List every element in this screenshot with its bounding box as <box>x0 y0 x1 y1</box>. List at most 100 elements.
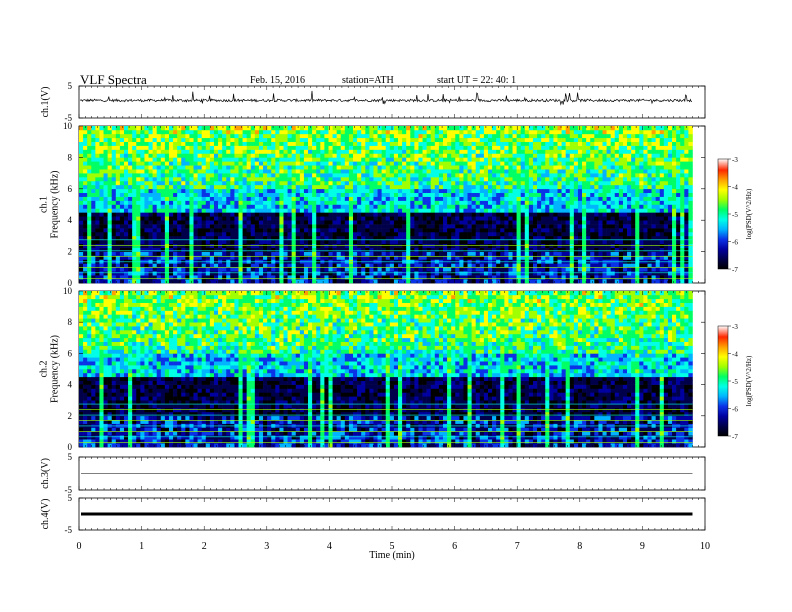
spectrogram-cell <box>561 188 566 194</box>
spectrogram-cell <box>189 239 194 245</box>
spectrogram-cell <box>451 200 456 205</box>
spectrogram-cell <box>332 267 337 272</box>
spectrogram-cell <box>205 216 211 221</box>
spectrogram-cell <box>303 137 309 142</box>
spectrogram-cell <box>160 251 166 256</box>
spectrogram-cell <box>447 231 452 237</box>
spectrogram-cell <box>160 129 166 135</box>
spectrogram-cell <box>496 275 501 280</box>
spectrogram-cell <box>492 145 497 150</box>
spectrogram-cell <box>312 275 317 280</box>
spectrogram-cell <box>320 200 325 205</box>
spectrogram-cell <box>185 165 190 170</box>
spectrogram-cell <box>414 263 419 268</box>
spectrogram-cell <box>414 180 419 186</box>
spectrogram-cell <box>91 231 96 237</box>
spectrogram-cell <box>422 126 427 131</box>
spectrogram-cell <box>512 279 517 284</box>
spectrogram-cell <box>430 275 436 280</box>
spectrogram-cell <box>79 267 84 272</box>
spectrogram-cell <box>573 224 579 229</box>
spectrogram-cell <box>528 157 534 162</box>
spectrogram-cell <box>361 184 366 190</box>
spectrogram-cell <box>373 161 378 166</box>
spectrogram-cell <box>332 200 337 205</box>
spectrogram-cell <box>438 192 444 197</box>
spectrogram-cell <box>185 192 190 197</box>
spectrogram-cell <box>107 129 113 135</box>
spectrogram-cell <box>443 271 448 276</box>
spectrogram-cell <box>398 247 403 252</box>
spectrogram-cell <box>283 255 288 260</box>
spectrogram-cell <box>136 129 141 135</box>
spectrogram-cell <box>173 275 178 280</box>
spectrogram-cell <box>463 145 468 150</box>
spectrogram-cell <box>226 173 231 178</box>
spectrogram-cell <box>226 235 231 241</box>
spectrogram-cell <box>230 267 235 272</box>
spectrogram-cell <box>545 149 550 154</box>
spectrogram-cell <box>197 184 202 190</box>
spectrogram-cell <box>242 157 247 162</box>
spectrogram-cell <box>287 196 292 201</box>
spectrogram-cell <box>115 145 121 150</box>
spectrogram-cell <box>500 212 505 217</box>
spectrogram-cell <box>508 216 513 221</box>
spectrogram-cell <box>91 208 96 213</box>
spectrogram-cell <box>332 145 337 150</box>
spectrogram-cell <box>275 204 280 209</box>
spectrogram-cell <box>573 141 579 146</box>
spectrogram-cell <box>463 263 468 268</box>
spectrogram-cell <box>144 208 149 213</box>
spectrogram-cell <box>246 247 252 252</box>
spectrogram-cell <box>455 141 460 146</box>
spectrogram-cell <box>357 243 362 248</box>
spectrogram-cell <box>402 161 407 166</box>
spectrogram-cell <box>173 212 178 217</box>
spectrogram-cell <box>487 169 493 174</box>
spectrogram-cell <box>140 153 145 158</box>
spectrogram-cell <box>561 200 566 205</box>
spectrogram-cell <box>479 200 485 205</box>
spectrogram-cell <box>111 255 117 260</box>
spectrogram-cell <box>95 271 100 276</box>
spectrogram-cell <box>483 129 489 135</box>
spectrogram-cell <box>173 137 178 142</box>
spectrogram-cell <box>193 204 198 209</box>
spectrogram-cell <box>181 157 186 162</box>
spectrogram-cell <box>238 169 243 174</box>
spectrogram-cell <box>279 188 284 194</box>
spectrogram-cell <box>512 129 517 135</box>
spectrogram-cell <box>365 180 370 186</box>
spectrogram-cell <box>328 133 333 139</box>
spectrogram-cell <box>508 149 513 154</box>
spectrogram-cell <box>250 263 256 268</box>
spectrogram-cell <box>254 220 260 225</box>
spectrogram-cell <box>471 279 477 284</box>
spectrogram-cell <box>451 255 456 260</box>
spectrogram-cell <box>107 165 113 170</box>
spectrogram-cell <box>528 184 534 190</box>
spectrogram-cell <box>549 231 554 237</box>
spectrogram-cell <box>398 145 403 150</box>
spectrogram-cell <box>434 224 440 229</box>
spectrogram-cell <box>107 279 113 284</box>
spectrogram-cell <box>201 275 207 280</box>
spectrogram-cell <box>193 208 198 213</box>
spectrogram-cell <box>504 145 509 150</box>
spectrogram-cell <box>119 275 125 280</box>
spectrogram-cell <box>328 263 333 268</box>
spectrogram-cell <box>528 239 534 245</box>
spectrogram-cell <box>226 247 231 252</box>
spectrogram-cell <box>496 177 501 182</box>
spectrogram-cell <box>91 126 96 131</box>
spectrogram-cell <box>258 216 264 221</box>
spectrogram-cell <box>197 161 202 166</box>
spectrogram-cell <box>267 255 272 260</box>
spectrogram-cell <box>520 196 526 201</box>
spectrogram-cell <box>283 200 288 205</box>
spectrogram-cell <box>524 224 530 229</box>
spectrogram-cell <box>483 153 489 158</box>
spectrogram-cell <box>336 126 342 131</box>
spectrogram-cell <box>197 157 202 162</box>
